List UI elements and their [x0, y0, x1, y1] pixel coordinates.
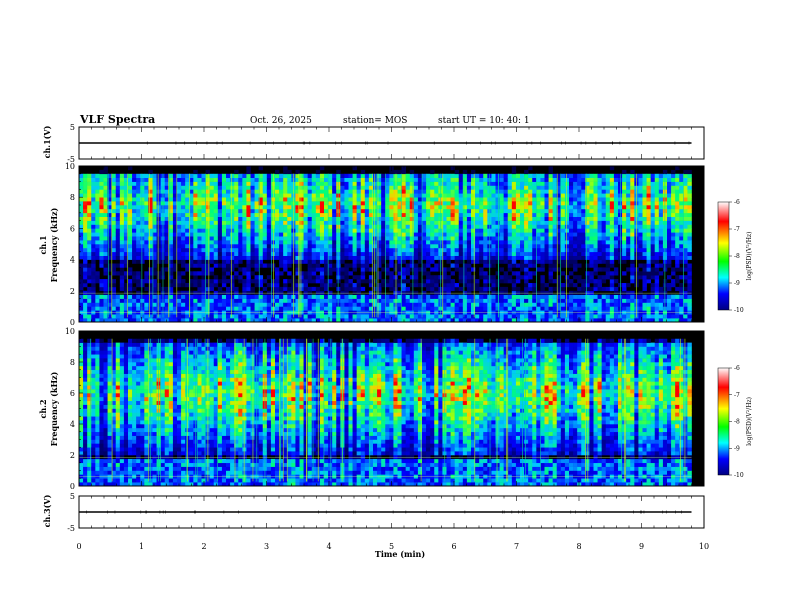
y-tick-label: 8	[70, 358, 75, 367]
x-axis-label: Time (min)	[375, 549, 425, 559]
y-tick-label: 4	[70, 256, 75, 265]
colorbar-gradient	[717, 201, 730, 311]
y-tick-label: 0	[70, 318, 75, 327]
ch1-waveform-panel: 5 -5	[67, 123, 705, 164]
y-tick-label: 4	[70, 420, 75, 429]
x-tick-label: 8	[576, 542, 581, 551]
x-tick-label: 5	[389, 542, 394, 551]
y-tick-label: 6	[70, 224, 75, 233]
y-tick-label: 0	[70, 482, 75, 491]
ch3-waveform-panel: 5 -5	[67, 492, 705, 533]
y-tick-label: 5	[70, 492, 75, 501]
start-time-label: start UT = 10: 40: 1	[438, 116, 530, 126]
ch1-spectrogram-panel: 0 2 4 6 8 10	[65, 162, 705, 327]
x-tick-label: 10	[699, 542, 709, 551]
colorbar-tick-label: -9	[734, 280, 740, 287]
x-tick-label: 4	[326, 542, 331, 551]
spectrogram-cells	[79, 338, 692, 487]
colorbar-label: log(PSD)(V²/Hz)	[746, 232, 753, 281]
x-tick-label: 2	[201, 542, 206, 551]
ch1-waveform-ylabel: ch.1(V)	[42, 125, 52, 158]
ch1-spectrogram-ylabel-line1: ch.1	[38, 235, 48, 254]
ch1-spectrogram-ylabel-line2: Frequency (kHz)	[49, 207, 59, 282]
colorbar-label: log(PSD)(V²/Hz)	[746, 397, 753, 446]
x-tick-label: 1	[139, 542, 144, 551]
y-tick-label: 8	[70, 193, 75, 202]
ch1-colorbar: -6 -7 -8 -9 -10 log(PSD)(V²/Hz)	[717, 199, 753, 314]
colorbar-tick-label: -8	[734, 419, 740, 426]
x-tick-label: 0	[76, 542, 81, 551]
ch3-waveform-ylabel: ch.3(V)	[42, 494, 52, 527]
ch2-spectrogram-ylabel-line1: ch.2	[38, 399, 48, 418]
date-label: Oct. 26, 2025	[250, 116, 312, 126]
figure-title: VLF Spectra	[79, 113, 155, 126]
colorbar-gradient	[717, 367, 730, 476]
colorbar-tick-label: -9	[734, 445, 740, 452]
station-label: station= MOS	[343, 116, 407, 126]
colorbar-tick-label: -10	[734, 307, 744, 314]
ch2-spectrogram-panel: 0 2 4 6 8 10	[65, 327, 705, 491]
y-tick-label: 6	[70, 389, 75, 398]
y-tick-label: 5	[70, 123, 75, 132]
x-tick-label: 7	[514, 542, 519, 551]
colorbar-tick-label: -7	[734, 392, 740, 399]
y-tick-label: -5	[67, 524, 75, 533]
colorbar-tick-label: -6	[734, 199, 740, 206]
y-tick-label: 10	[65, 327, 75, 336]
colorbar-tick-label: -7	[734, 226, 740, 233]
y-tick-label: 2	[70, 451, 75, 460]
ch2-colorbar: -6 -7 -8 -9 -10 log(PSD)(V²/Hz)	[717, 365, 753, 479]
y-tick-label: 2	[70, 287, 75, 296]
x-axis: 0 1 2 3 4 5 6 7 8 9 10	[76, 542, 709, 551]
x-tick-label: 9	[639, 542, 644, 551]
x-tick-label: 3	[264, 542, 269, 551]
colorbar-tick-label: -8	[734, 253, 740, 260]
colorbar-tick-label: -10	[734, 472, 744, 479]
colorbar-tick-label: -6	[734, 365, 740, 372]
x-tick-label: 6	[451, 542, 456, 551]
y-tick-label: -5	[67, 155, 75, 164]
y-tick-label: 10	[65, 162, 75, 171]
ch2-spectrogram-ylabel-line2: Frequency (kHz)	[49, 371, 59, 446]
